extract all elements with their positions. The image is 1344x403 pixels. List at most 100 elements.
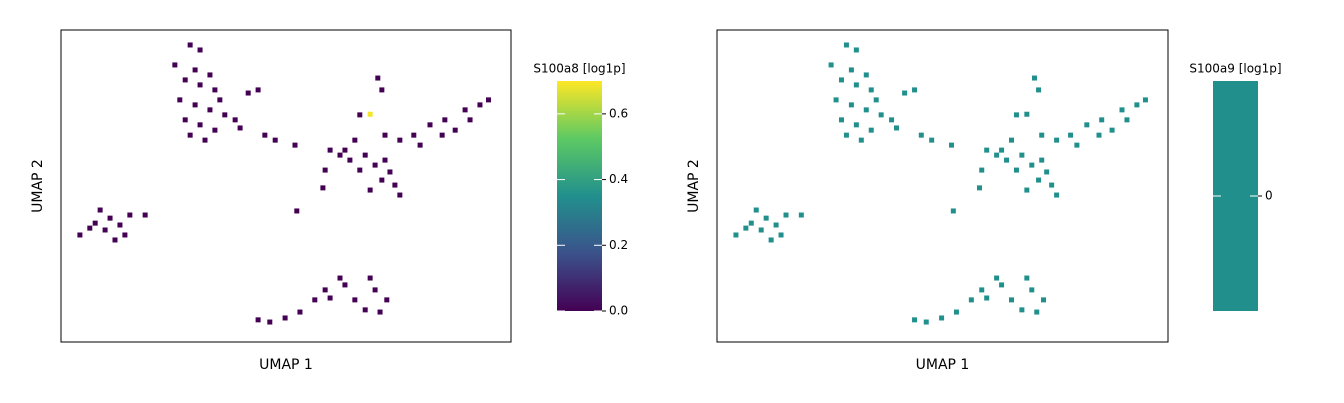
point <box>773 222 779 228</box>
point <box>1054 192 1060 198</box>
point <box>923 319 929 325</box>
point <box>949 142 955 148</box>
point <box>172 62 178 68</box>
point <box>255 87 261 93</box>
point <box>858 137 864 143</box>
point <box>1068 132 1074 138</box>
point <box>222 112 228 118</box>
point <box>442 117 448 123</box>
point <box>232 117 238 123</box>
point <box>918 132 924 138</box>
point <box>1034 309 1040 315</box>
point <box>142 212 148 218</box>
point <box>107 215 113 221</box>
point <box>1019 307 1025 313</box>
point <box>102 227 108 233</box>
point <box>828 62 834 68</box>
point <box>994 152 1000 158</box>
point <box>297 309 303 315</box>
point <box>477 102 483 108</box>
point <box>768 237 774 243</box>
point <box>322 167 328 173</box>
point <box>367 275 373 281</box>
point <box>984 147 990 153</box>
point <box>1074 142 1080 148</box>
point <box>1142 97 1148 103</box>
point <box>868 87 874 93</box>
point <box>889 117 895 123</box>
point <box>362 307 368 313</box>
point <box>1044 169 1050 175</box>
point <box>347 157 353 163</box>
point <box>1032 75 1038 81</box>
plot-frame <box>716 29 1169 343</box>
point <box>783 212 789 218</box>
point <box>878 112 884 118</box>
point <box>272 137 278 143</box>
point <box>392 182 398 188</box>
point <box>262 132 268 138</box>
point <box>999 147 1005 153</box>
point <box>863 107 869 113</box>
point <box>255 317 261 323</box>
point <box>127 212 133 218</box>
point <box>267 319 273 325</box>
point <box>1029 287 1035 293</box>
point <box>1041 297 1047 303</box>
point <box>912 87 918 93</box>
point <box>92 220 98 226</box>
point <box>77 232 83 238</box>
point <box>1013 167 1019 173</box>
point <box>833 97 839 103</box>
point <box>397 137 403 143</box>
point <box>367 111 373 117</box>
point <box>1084 122 1090 128</box>
point <box>177 97 183 103</box>
y-axis-label: UMAP 2 <box>686 159 702 213</box>
point <box>968 297 974 303</box>
point <box>197 122 203 128</box>
point <box>427 122 433 128</box>
colorbar-tick-label: 0.2 <box>609 238 628 252</box>
plot-frame <box>60 29 512 343</box>
point <box>1109 127 1115 133</box>
point <box>1039 132 1045 138</box>
point <box>97 207 103 213</box>
point <box>207 72 213 78</box>
point <box>748 220 754 226</box>
point <box>1024 275 1030 281</box>
point <box>352 297 358 303</box>
point <box>912 317 918 323</box>
point <box>758 227 764 233</box>
point <box>192 102 198 108</box>
point <box>1039 157 1045 163</box>
point <box>327 295 333 301</box>
point <box>411 132 417 138</box>
x-axis-label: UMAP 1 <box>259 357 313 373</box>
point <box>197 47 203 53</box>
point <box>950 208 956 214</box>
point <box>1009 297 1015 303</box>
point <box>778 232 784 238</box>
point <box>377 309 383 315</box>
point <box>357 112 363 118</box>
point <box>112 237 118 243</box>
point <box>939 315 945 321</box>
point <box>733 232 739 238</box>
point <box>1054 137 1060 143</box>
point <box>1009 137 1015 143</box>
point <box>763 215 769 221</box>
point <box>1119 107 1125 113</box>
colorbar <box>557 81 602 311</box>
point <box>379 177 385 183</box>
point <box>1036 87 1042 93</box>
point <box>327 147 333 153</box>
point <box>1013 112 1019 118</box>
point <box>379 87 385 93</box>
point <box>320 185 326 191</box>
point <box>798 212 804 218</box>
point <box>282 315 288 321</box>
point <box>197 82 203 88</box>
point <box>439 132 445 138</box>
